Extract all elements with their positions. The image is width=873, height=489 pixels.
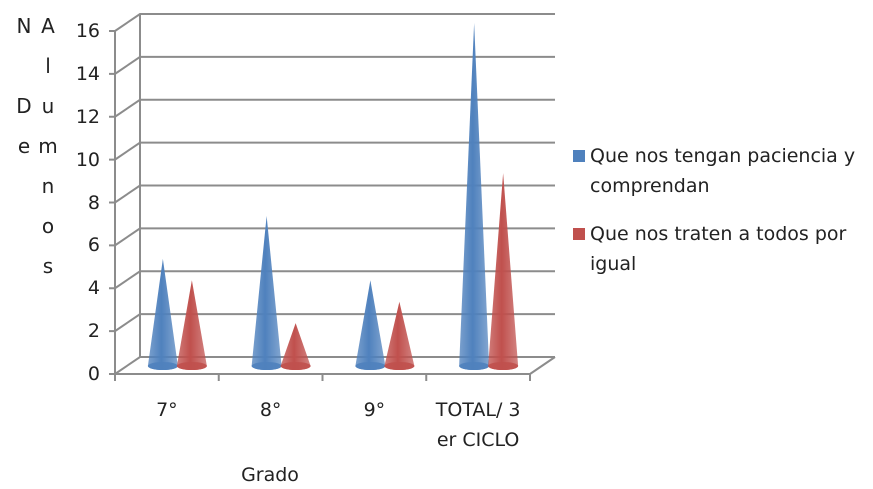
y-tick-label: 6 — [87, 234, 100, 257]
cone — [176, 280, 207, 370]
grid-line — [114, 141, 555, 161]
y-tick-label: 12 — [75, 105, 100, 128]
y-axis-label: N De Alumnos — [12, 14, 60, 294]
cone — [355, 280, 386, 370]
grid-line — [114, 13, 555, 32]
x-axis-label: Grado — [241, 464, 299, 486]
cone — [147, 258, 178, 370]
cone — [280, 323, 311, 370]
legend-label: Que nos tengan paciencia y comprendan — [590, 145, 856, 197]
x-tick-label: 7° — [156, 399, 178, 421]
y-tick-label: 10 — [75, 148, 100, 171]
grid-line — [114, 356, 555, 375]
y-tick-label: 14 — [75, 62, 100, 85]
grid-line — [114, 98, 555, 118]
y-tick-label: 8 — [87, 191, 100, 214]
y-tick-label: 2 — [87, 320, 100, 343]
legend-swatch — [573, 228, 585, 240]
grid-line — [114, 270, 555, 290]
x-tick-label: 9° — [363, 399, 386, 421]
grid-line — [114, 313, 555, 332]
grid-line — [114, 55, 555, 75]
y-tick-label: 4 — [87, 277, 100, 300]
y-tick-label: 0 — [87, 363, 100, 385]
grid-line — [114, 184, 555, 204]
cone — [488, 173, 519, 370]
cone — [384, 301, 415, 370]
x-tick-label: 8° — [259, 399, 282, 421]
axis-wall — [529, 356, 556, 375]
legend-label: Que nos traten a todos por igual — [590, 223, 847, 275]
x-tick-label: TOTAL/ 3 er CICLO — [435, 399, 521, 451]
cone — [251, 215, 282, 370]
y-tick-label: 16 — [75, 20, 100, 42]
grid-line — [114, 227, 555, 247]
legend-swatch — [573, 150, 585, 162]
cone — [459, 23, 490, 370]
